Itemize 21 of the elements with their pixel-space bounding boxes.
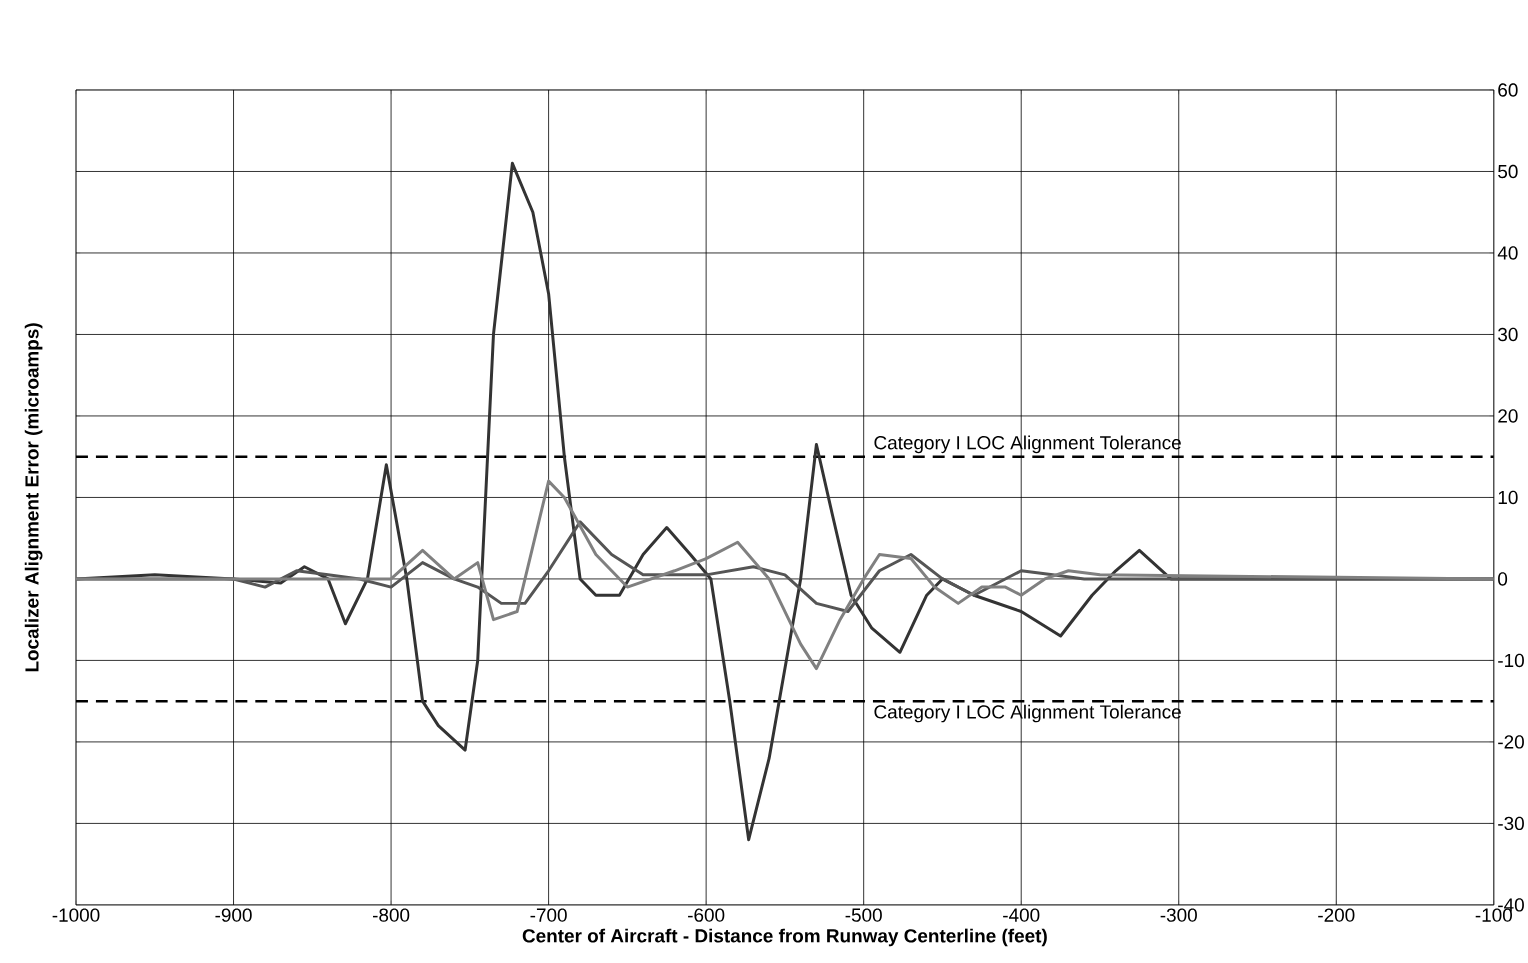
y-tick-label: 10 <box>1498 490 1518 505</box>
y-tick-label: 30 <box>1498 327 1518 342</box>
y-tick-label: 50 <box>1498 164 1518 179</box>
x-tick-label: -900 <box>215 908 252 922</box>
y-tick-label: 0 <box>1498 572 1508 586</box>
y-tick-label: 40 <box>1497 246 1518 260</box>
y-tick-label: 20 <box>1498 409 1518 423</box>
x-tick-label: -500 <box>845 908 882 922</box>
x-axis-title: Center of Aircraft - Distance from Runway Centerline (feet) <box>522 928 1047 947</box>
y-tick-label: 60 <box>1498 83 1518 97</box>
x-tick-label: -700 <box>530 908 567 922</box>
x-tick-label: -800 <box>372 908 410 922</box>
x-tick-label: -200 <box>1318 908 1355 922</box>
x-tick-label: -1000 <box>52 908 100 922</box>
x-tick-label: -600 <box>688 908 725 922</box>
y-tick-label: -10 <box>1498 653 1524 668</box>
x-tick-label: -400 <box>1003 908 1040 922</box>
y-tick-label: -30 <box>1498 816 1524 831</box>
y-axis-title: Localizer Alignment Error (microamps) <box>24 323 43 672</box>
x-tick-label: -300 <box>1160 908 1197 922</box>
y-tick-label: -20 <box>1498 735 1524 749</box>
